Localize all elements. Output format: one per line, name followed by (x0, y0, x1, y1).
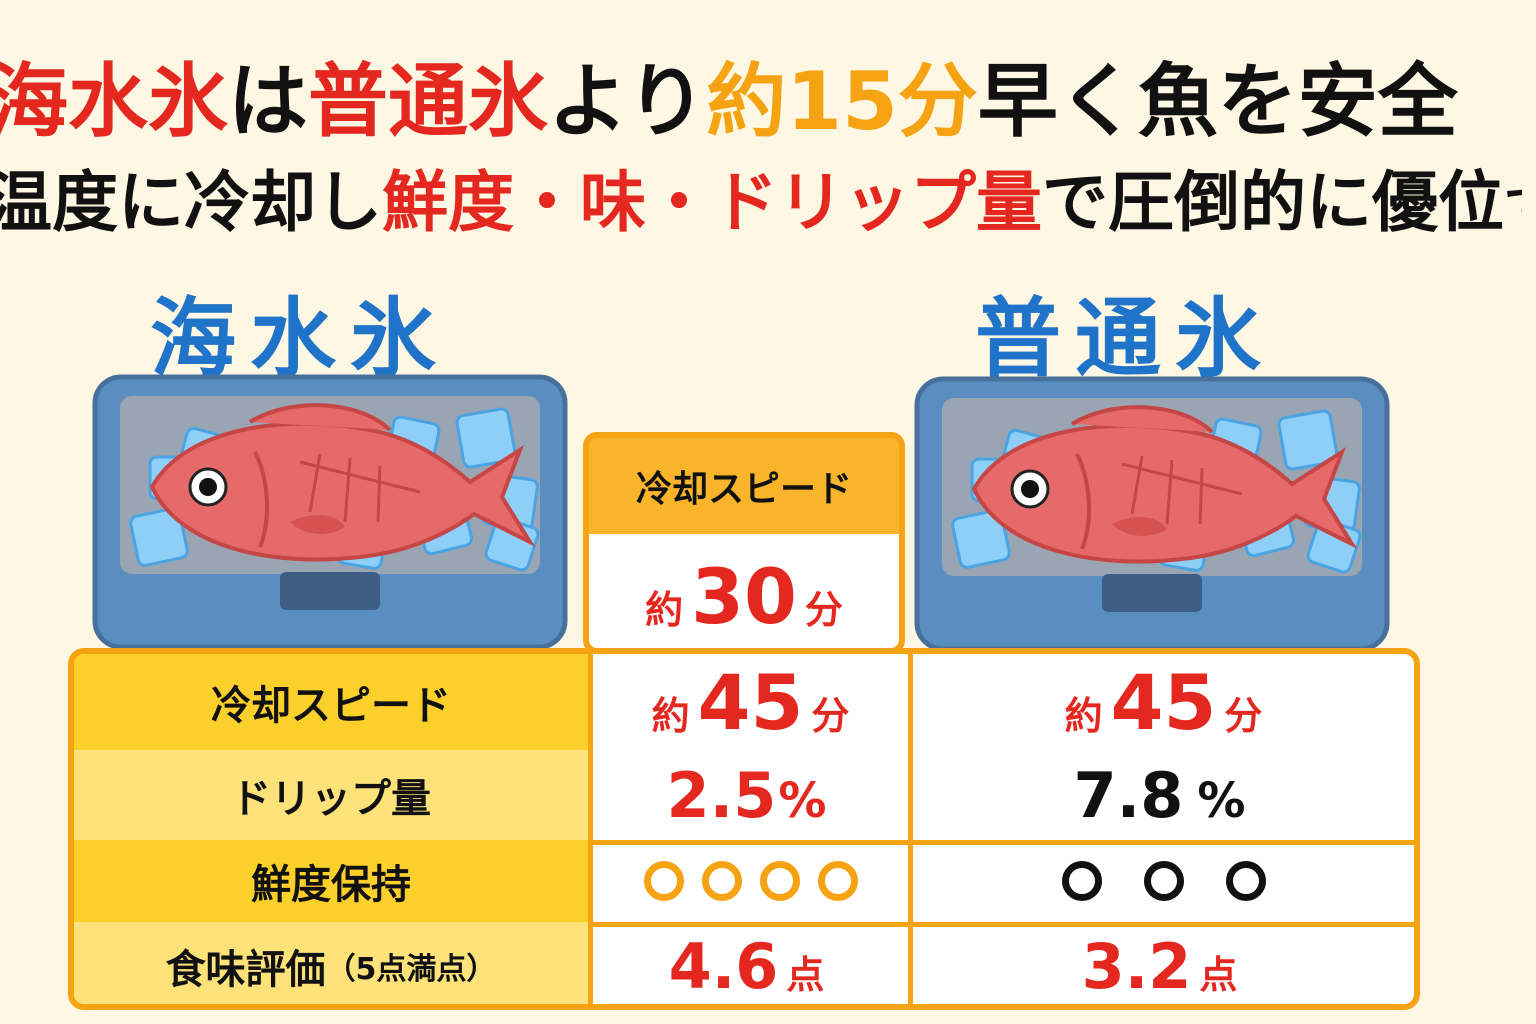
headline-line-1: 海水氷は普通氷より約15分早く魚を安全 (0, 52, 1524, 152)
value-prefix: 約 (1064, 693, 1103, 738)
regular-cell: 7.8 % (908, 750, 1414, 840)
value-unit: % (778, 772, 827, 829)
row-label-note: （5点満点） (325, 952, 497, 987)
rating-circle (701, 861, 742, 901)
value-prefix: 約 (651, 693, 690, 738)
value-number: 3.2 (1081, 929, 1192, 1003)
rating-circle (1225, 861, 1266, 901)
seawater-ice-title: 海水氷 (150, 289, 450, 389)
row-divider (588, 922, 1414, 927)
red-fish-icon (971, 405, 1358, 564)
table-row: 冷却スピード 約 45 分 約 45 分 (74, 654, 1414, 750)
red-fish-icon (149, 403, 536, 562)
row-label-text: 食味評価 (165, 947, 326, 993)
rating-circles (1061, 861, 1266, 901)
headline-seg: 早く魚を安全 (977, 55, 1458, 148)
value-number: 4.6 (668, 929, 779, 1003)
row-divider (588, 840, 1414, 845)
seawater-cell: 約 45 分 (588, 654, 908, 750)
value-unit: 分 (804, 588, 843, 632)
value-unit: % (1197, 772, 1246, 829)
table-row: 食味評価 （5点満点） 4.6 点 3.2 点 (74, 922, 1414, 1004)
rating-circle (817, 861, 858, 901)
regular-cell: 3.2 点 (908, 922, 1414, 1004)
headline-seg: 鮮度・味・ドリップ量 (382, 164, 1042, 241)
seawater-cell (588, 840, 908, 922)
value-unit: 分 (1224, 693, 1263, 738)
seawater-cell: 2.5 % (588, 750, 908, 840)
comparison-table: 冷却スピード 約 45 分 約 45 分 ドリップ量 2.5 % (68, 648, 1420, 1010)
headline-seg: より (548, 55, 707, 148)
cooling-speed-card-header: 冷却スピード (589, 438, 899, 534)
value-unit: 点 (786, 952, 825, 997)
row-label: 鮮度保持 (74, 840, 588, 922)
row-label: 食味評価 （5点満点） (74, 922, 588, 1004)
headline-seg: 海水氷 (0, 55, 228, 148)
value-number: 2.5 (666, 758, 777, 832)
regular-cell: 約 45 分 (908, 654, 1414, 750)
headline-seg: は (228, 55, 308, 148)
value-prefix: 約 (645, 588, 684, 632)
regular-ice-title: 普通氷 (975, 289, 1275, 389)
rating-circle (1143, 861, 1184, 901)
row-label: ドリップ量 (74, 750, 588, 840)
rating-circles (643, 861, 858, 901)
headline-seg: 温度に冷却し (0, 164, 382, 241)
cooling-speed-card: 冷却スピード 約 30 分 (583, 432, 905, 654)
cooler-box-icon (912, 374, 1392, 654)
cooler-box-icon (90, 372, 570, 652)
value-number: 45 (1110, 657, 1217, 747)
value-number: 30 (691, 552, 797, 641)
headline-seg: 約15分 (706, 55, 978, 148)
headline-seg: です (1504, 179, 1522, 237)
seawater-cell: 4.6 点 (588, 922, 908, 1004)
table-row: 鮮度保持 (74, 840, 1414, 922)
value-unit: 点 (1199, 952, 1238, 997)
rating-circle (759, 861, 800, 901)
regular-cell (908, 840, 1414, 922)
rating-circle (643, 861, 684, 901)
headline-seg: 普通氷 (308, 55, 548, 148)
headline-seg: で圧倒的に優位 (1042, 164, 1504, 241)
row-label: 冷却スピード (74, 654, 588, 750)
value-unit: 分 (811, 693, 850, 738)
cooling-speed-card-value: 約 30 分 (589, 534, 899, 641)
headline-line-2: 温度に冷却し鮮度・味・ドリップ量で圧倒的に優位です (0, 158, 1522, 253)
value-number: 7.8 (1073, 758, 1184, 832)
rating-circle (1061, 861, 1102, 901)
table-row: ドリップ量 2.5 % 7.8 % (74, 750, 1414, 840)
value-number: 45 (697, 657, 804, 747)
